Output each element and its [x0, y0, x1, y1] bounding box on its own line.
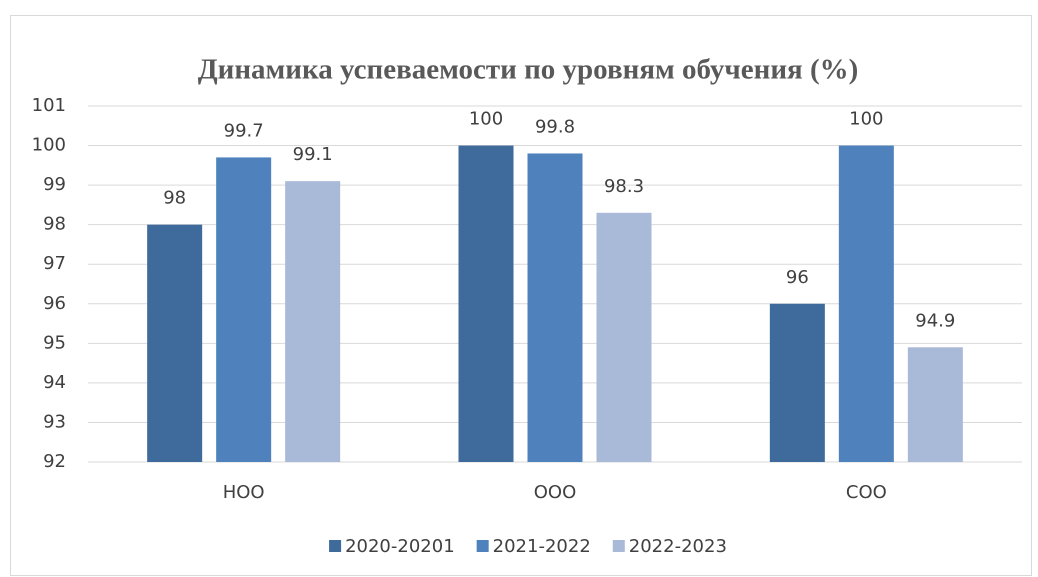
x-tick-label: НОО: [223, 482, 265, 503]
y-tick-label: 95: [43, 332, 66, 353]
y-tick-label: 92: [43, 451, 66, 472]
data-label: 96: [786, 267, 809, 288]
x-tick-label: ООО: [534, 482, 577, 503]
data-label: 100: [469, 109, 503, 130]
y-tick-label: 93: [43, 411, 66, 432]
legend-label: 2020-20201: [345, 536, 455, 557]
y-tick-label: 99: [43, 174, 66, 195]
data-label: 98.3: [604, 176, 644, 197]
y-tick-label: 97: [43, 253, 66, 274]
bar: [769, 303, 825, 462]
bar: [838, 145, 894, 463]
data-label: 98: [163, 188, 186, 209]
y-tick-label: 101: [32, 95, 66, 116]
bar: [216, 157, 272, 462]
y-tick-label: 100: [32, 135, 66, 156]
legend-label: 2021-2022: [493, 536, 591, 557]
chart-title: Динамика успеваемости по уровням обучени…: [198, 54, 859, 86]
bar: [596, 212, 652, 462]
bar: [147, 224, 203, 462]
data-label: 94.9: [915, 310, 955, 331]
bar: [527, 153, 583, 462]
y-tick-label: 96: [43, 293, 66, 314]
bar: [285, 181, 341, 462]
data-label: 99.7: [224, 120, 264, 141]
legend-swatch: [329, 540, 342, 552]
data-label: 99.1: [293, 144, 333, 165]
legend-swatch: [612, 540, 625, 552]
legend-swatch: [476, 540, 489, 552]
y-tick-label: 98: [43, 214, 66, 235]
data-label: 100: [849, 109, 883, 130]
legend-label: 2022-2023: [629, 536, 727, 557]
bar: [907, 347, 963, 462]
x-tick-label: СОО: [846, 482, 887, 503]
data-label: 99.8: [535, 116, 575, 137]
bar: [458, 145, 514, 463]
y-tick-label: 94: [43, 372, 66, 393]
